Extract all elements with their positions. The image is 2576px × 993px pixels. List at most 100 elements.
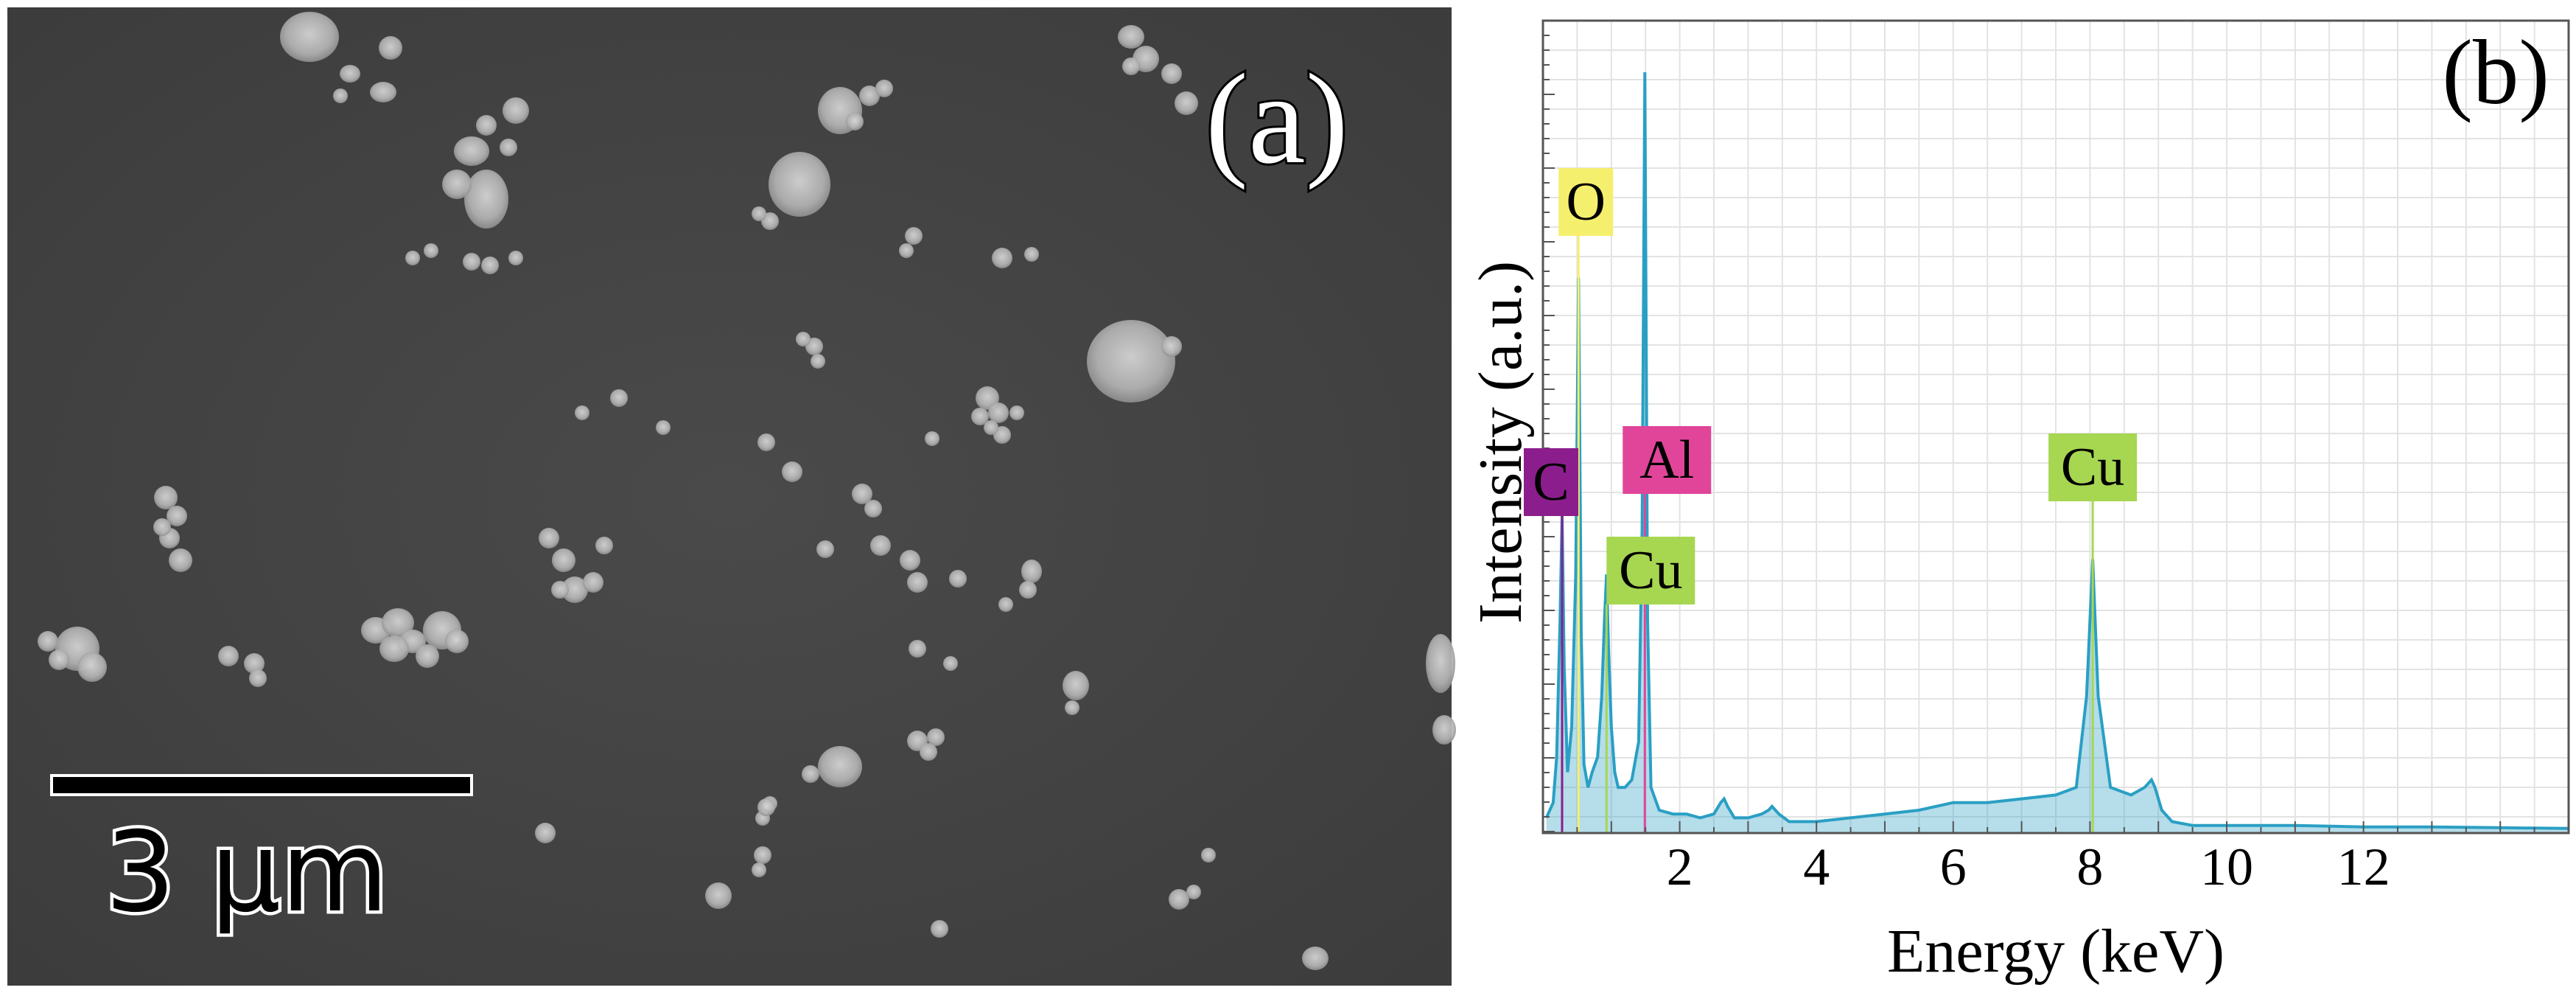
sem-particle xyxy=(445,630,469,653)
sem-particle xyxy=(816,540,834,558)
sem-particle xyxy=(1302,947,1329,970)
x-tick-label: 6 xyxy=(1940,837,1967,896)
sem-background xyxy=(7,7,1452,986)
sem-particle xyxy=(1186,885,1201,899)
sem-particle xyxy=(1024,247,1039,262)
panel-a-label: (a) xyxy=(1205,47,1348,190)
sem-particle xyxy=(1201,848,1216,863)
sem-particle xyxy=(899,243,914,258)
sem-particle xyxy=(169,548,192,572)
sem-particle xyxy=(925,431,939,446)
sem-particle xyxy=(595,537,613,554)
sem-particle xyxy=(379,36,402,60)
sem-particle xyxy=(561,576,588,603)
sem-particle xyxy=(382,608,414,638)
sem-micrograph-panel: (a) 3 µm xyxy=(7,7,1456,986)
sem-particle xyxy=(551,581,569,599)
peak-label-cu: Cu xyxy=(1619,540,1682,601)
y-axis-label: Intensity (a.u.) xyxy=(1466,261,1535,624)
sem-particle xyxy=(752,863,766,877)
sem-particle xyxy=(1432,715,1456,745)
sem-particle xyxy=(218,646,239,666)
sem-particle xyxy=(1169,889,1189,910)
sem-particle xyxy=(811,354,825,369)
sem-particle xyxy=(870,535,891,556)
x-tick-label: 10 xyxy=(2200,837,2253,896)
sem-particle xyxy=(988,403,1009,423)
sem-particle xyxy=(818,746,862,787)
sem-particle xyxy=(454,136,489,166)
x-axis-ticks: 2 4 6 8 10 12 xyxy=(1542,821,2569,896)
sem-particle xyxy=(752,206,766,221)
sem-particle xyxy=(1021,560,1042,583)
sem-particle xyxy=(846,113,864,130)
x-axis-label: Energy (keV) xyxy=(1887,917,2225,986)
sem-particle xyxy=(852,484,872,504)
x-tick-label: 2 xyxy=(1667,837,1693,896)
sem-particle xyxy=(552,548,575,572)
sem-particle xyxy=(796,332,811,346)
spectrum-area xyxy=(1546,72,2569,833)
sem-particle xyxy=(1122,58,1140,75)
sem-particle xyxy=(757,433,775,451)
sem-particle xyxy=(931,920,948,938)
sem-particle xyxy=(875,80,893,97)
sem-particle xyxy=(782,461,802,482)
sem-particle xyxy=(905,227,923,245)
sem-particle xyxy=(1009,405,1024,420)
scale-bar xyxy=(50,774,473,796)
x-tick-label: 4 xyxy=(1803,837,1830,896)
panel-b-label: (b) xyxy=(2442,22,2549,124)
sem-particle xyxy=(370,82,396,102)
eds-spectrum-panel: 2 4 6 8 10 12 O C Al Cu Cu (b) Energy (keV) Inten… xyxy=(1466,0,2576,993)
spectrum xyxy=(1544,72,2569,833)
x-tick-label: 12 xyxy=(2337,837,2390,896)
sem-particle xyxy=(754,846,771,864)
sem-particle xyxy=(500,139,517,156)
sem-particle xyxy=(859,86,880,106)
sem-particle xyxy=(920,743,937,761)
sem-particle xyxy=(769,152,830,217)
sem-particle xyxy=(442,170,472,199)
peak-label-al: Al xyxy=(1639,430,1694,490)
sem-particle xyxy=(583,572,603,593)
peak-label-o: O xyxy=(1567,172,1606,232)
sem-particle xyxy=(476,115,497,136)
sem-particle xyxy=(424,243,438,258)
sem-particles xyxy=(38,12,1456,970)
sem-particle xyxy=(1426,634,1455,693)
sem-particle xyxy=(927,728,945,746)
x-tick-label: 8 xyxy=(2076,837,2103,896)
sem-particle xyxy=(49,649,69,670)
peak-label-box-cu xyxy=(2048,433,2138,501)
sem-particle xyxy=(1063,671,1089,700)
sem-particle xyxy=(971,408,989,425)
sem-particle xyxy=(1161,63,1182,84)
sem-particle xyxy=(1065,700,1079,715)
sem-particle xyxy=(1087,320,1175,403)
sem-particle xyxy=(949,570,967,588)
sem-particle xyxy=(340,65,360,83)
sem-particle xyxy=(405,251,420,265)
sem-particle xyxy=(416,644,439,668)
sem-particle xyxy=(38,631,58,652)
sem-particle xyxy=(535,823,556,843)
sem-particle xyxy=(153,518,171,536)
sem-particle xyxy=(864,500,882,518)
sem-particle xyxy=(984,420,998,435)
spectrum-line xyxy=(1544,72,2569,830)
sem-particle xyxy=(802,765,819,783)
sem-particle xyxy=(1019,581,1037,599)
eds-chart: 2 4 6 8 10 12 O C Al Cu Cu (b) Energy (keV) Inten… xyxy=(1466,19,2570,986)
sem-particle xyxy=(1118,25,1144,49)
sem-particle xyxy=(900,550,920,571)
sem-image: (a) 3 µm xyxy=(7,7,1456,986)
sem-particle xyxy=(943,656,958,671)
sem-particle xyxy=(244,653,265,674)
sem-particle xyxy=(333,88,348,103)
sem-particle xyxy=(992,248,1012,268)
sem-particle xyxy=(481,257,499,274)
sem-particle xyxy=(280,12,339,62)
sem-particle xyxy=(1175,91,1198,115)
sem-particle xyxy=(575,405,589,420)
